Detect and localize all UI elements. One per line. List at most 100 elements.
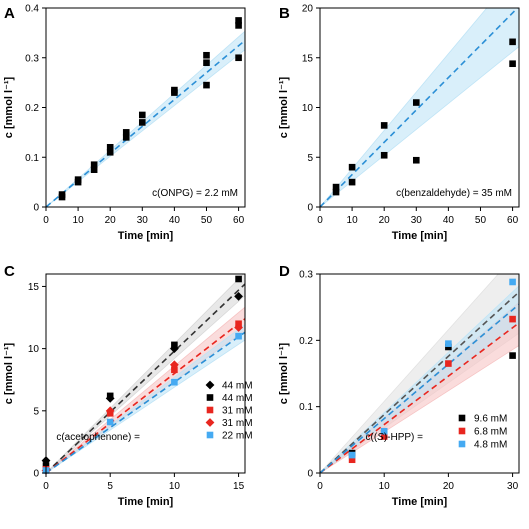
data-point [235, 54, 242, 62]
data-point [380, 433, 388, 440]
y-tick-label: 10 [28, 344, 40, 355]
data-point [171, 341, 178, 349]
data-point [106, 418, 114, 426]
data-point [171, 378, 178, 386]
confidence-band [46, 306, 245, 473]
data-point [332, 183, 340, 191]
y-axis-title: c [mmol l⁻¹] [3, 342, 15, 404]
y-axis-title: c [mmol l⁻¹] [278, 342, 290, 404]
x-axis-title: Time [min] [392, 230, 448, 242]
series-0 [58, 17, 242, 201]
data-point [509, 60, 516, 68]
y-tick-label: 5 [33, 406, 39, 417]
legend-marker [458, 427, 466, 435]
y-tick-label: 0 [33, 203, 39, 214]
legend-marker [458, 440, 466, 448]
annotation-part: c(( [365, 432, 377, 443]
data-point [332, 188, 340, 196]
data-point [235, 17, 242, 24]
x-tick-label: 40 [169, 215, 181, 226]
legend-marker [206, 431, 214, 439]
panel-label: A [4, 5, 15, 22]
legend-label: 4.8 mM [474, 440, 507, 451]
data-point [234, 323, 243, 332]
x-tick-label: 20 [443, 481, 455, 492]
x-tick-label: 0 [43, 481, 49, 492]
y-tick-label: 0 [33, 469, 39, 480]
x-tick-label: 10 [379, 481, 391, 492]
y-tick-label: 0.1 [299, 402, 313, 413]
data-point [380, 151, 388, 159]
x-tick-label: 0 [317, 481, 323, 492]
x-tick-label: 50 [475, 215, 487, 226]
data-point [90, 161, 98, 169]
plot-frame [319, 273, 520, 474]
x-tick-label: 5 [107, 481, 113, 492]
x-tick-label: 20 [379, 215, 391, 226]
y-tick-label: 0.2 [25, 103, 39, 114]
legend-marker [205, 418, 215, 427]
legend-label: 31 mM [222, 418, 253, 429]
legend-marker [206, 406, 214, 414]
series-0 [332, 38, 516, 196]
data-point [235, 332, 242, 340]
data-point [380, 122, 388, 129]
data-point [203, 59, 210, 67]
data-point [122, 129, 130, 136]
plot-area [320, 8, 519, 207]
data-point [348, 178, 356, 186]
data-point [105, 406, 115, 416]
x-tick-label: 20 [105, 215, 117, 226]
legend-marker [205, 380, 215, 390]
x-axis-title: Time [min] [118, 496, 174, 508]
data-point [138, 111, 146, 119]
legend-label: 44 mM [222, 381, 253, 392]
y-tick-label: 15 [302, 53, 314, 64]
fit-line [46, 331, 245, 473]
fit-line [320, 303, 519, 473]
data-point [509, 278, 516, 286]
annotation: c(acetophenone) = [56, 432, 140, 443]
y-tick-label: 20 [302, 4, 314, 15]
y-tick-label: 0.4 [25, 4, 39, 15]
x-axis-title: Time [min] [118, 230, 174, 242]
legend-label: 6.8 mM [474, 427, 507, 438]
x-tick-label: 50 [201, 215, 213, 226]
data-point [412, 156, 420, 164]
x-tick-label: 10 [347, 215, 359, 226]
x-tick-label: 40 [443, 215, 455, 226]
x-tick-label: 0 [43, 215, 49, 226]
data-point [122, 134, 130, 141]
panel-label: B [279, 5, 290, 22]
data-point [203, 51, 210, 59]
data-point [171, 366, 178, 374]
confidence-band [46, 324, 245, 473]
annotation: c(benzaldehyde) = 35 mM [396, 188, 512, 199]
x-axis-title: Time [min] [392, 496, 448, 508]
fit-line [320, 8, 519, 207]
panel-label: D [279, 263, 290, 280]
x-tick-label: 30 [411, 215, 423, 226]
data-point [234, 291, 243, 301]
x-tick-label: 10 [169, 481, 181, 492]
plot-frame [45, 273, 246, 474]
legend-marker [206, 394, 214, 401]
fit-line [320, 291, 519, 473]
y-tick-label: 0.1 [25, 153, 39, 164]
y-tick-label: 0 [307, 203, 313, 214]
data-point [106, 148, 114, 156]
legend-label: 44 mM [222, 393, 253, 404]
data-point [348, 451, 356, 459]
confidence-band [46, 274, 245, 473]
data-point [74, 176, 82, 183]
fit-line [46, 283, 245, 473]
y-tick-label: 10 [302, 103, 314, 114]
data-point [106, 392, 114, 400]
data-point [106, 144, 114, 151]
annotation-part: S [377, 432, 384, 443]
data-point [90, 166, 98, 173]
x-tick-label: 10 [73, 215, 85, 226]
legend-marker [458, 414, 466, 422]
